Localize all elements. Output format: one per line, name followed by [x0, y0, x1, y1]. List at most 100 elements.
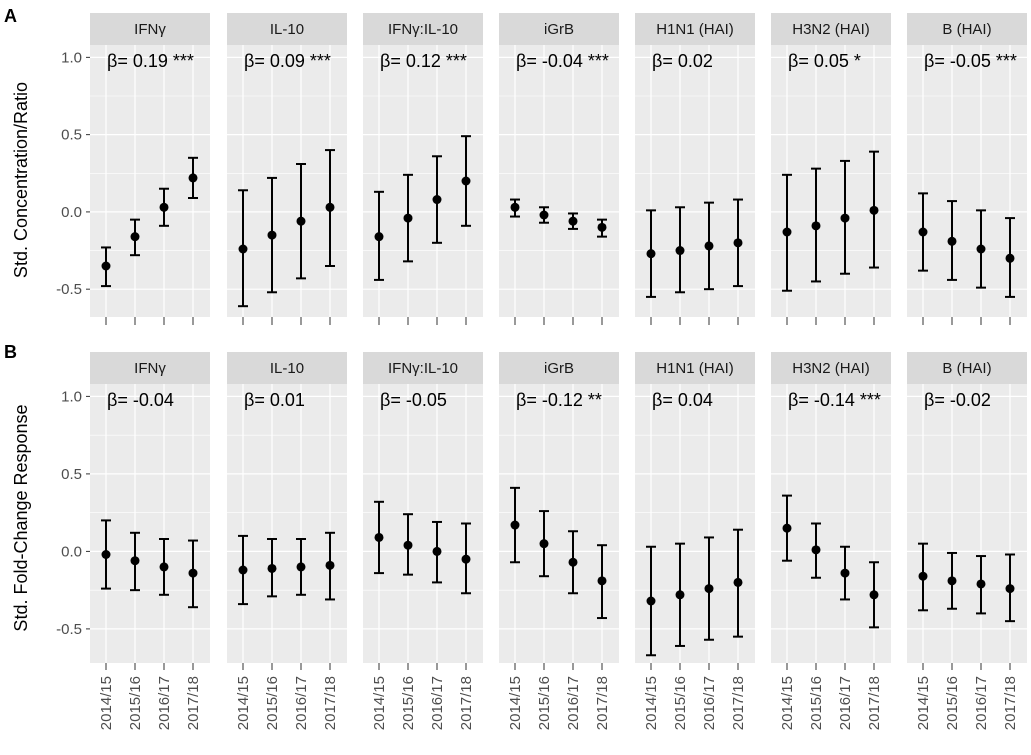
- facet-strip: [907, 352, 1027, 384]
- data-point: [597, 222, 607, 232]
- data-point: [188, 173, 198, 183]
- facet-panel: IFNγ β= 0.19 ***: [90, 13, 210, 325]
- beta-annotation: β= -0.02: [924, 390, 991, 410]
- facet-panel: iGrB β= -0.04 ***: [499, 13, 619, 325]
- data-point: [675, 590, 685, 600]
- facet-strip: [499, 13, 619, 45]
- x-tick-label: 2017/18: [185, 676, 202, 730]
- facet-strip: [227, 13, 347, 45]
- panel-background: [227, 384, 347, 663]
- x-tick-label: 2017/18: [730, 676, 747, 730]
- facet-strip-label: H1N1 (HAI): [656, 360, 734, 377]
- data-point: [840, 568, 850, 578]
- data-point: [461, 554, 471, 564]
- data-point: [918, 571, 928, 581]
- facet-strip-label: H3N2 (HAI): [792, 21, 870, 38]
- facet-strip: [771, 352, 891, 384]
- data-point: [403, 540, 413, 550]
- facet-strip: [363, 13, 483, 45]
- data-point: [296, 562, 306, 572]
- data-point: [510, 202, 520, 212]
- facet-strip-label: H1N1 (HAI): [656, 21, 734, 38]
- data-point: [432, 546, 442, 556]
- facet-strip: [907, 13, 1027, 45]
- x-tick-label: 2015/16: [672, 676, 689, 730]
- panel-background: [771, 45, 891, 317]
- data-point: [461, 176, 471, 186]
- data-point: [947, 576, 957, 586]
- beta-annotation: β= 0.02: [652, 51, 713, 71]
- facet-panel: IL-10 β= 0.01 2014/15 2015/16 2016/17 2017/18: [227, 352, 347, 730]
- facet-panel: IFNγ:IL-10 β= 0.12 ***: [363, 13, 483, 325]
- facet-strip-label: IFNγ:IL-10: [388, 360, 458, 377]
- data-point: [539, 210, 549, 220]
- facet-strip-label: B (HAI): [942, 21, 991, 38]
- data-point: [782, 523, 792, 533]
- data-point: [130, 556, 140, 566]
- data-point: [675, 246, 685, 256]
- panel-background: [907, 384, 1027, 663]
- data-point: [238, 244, 248, 254]
- facet-panel: B (HAI) β= -0.05 ***: [907, 13, 1027, 325]
- facet-strip: [90, 352, 210, 384]
- data-point: [159, 562, 169, 572]
- x-tick-label: 2016/17: [293, 676, 310, 730]
- y-tick-label: 0.0: [61, 543, 82, 560]
- data-point: [568, 216, 578, 226]
- facet-panel: H3N2 (HAI) β= 0.05 *: [771, 13, 891, 325]
- beta-annotation: β= 0.04: [652, 390, 713, 410]
- data-point: [403, 213, 413, 223]
- data-point: [101, 550, 111, 559]
- data-point: [840, 213, 850, 223]
- facet-strip-label: IFNγ:IL-10: [388, 21, 458, 38]
- data-point: [510, 520, 520, 530]
- data-point: [325, 202, 335, 212]
- data-point: [432, 195, 442, 205]
- facet-strip-label: iGrB: [544, 21, 574, 38]
- y-tick-label: -0.5: [56, 621, 82, 638]
- data-point: [101, 261, 111, 271]
- facet-panel: H3N2 (HAI) β= -0.14 *** 2014/15 2015/16 2016…: [771, 352, 891, 730]
- facet-panel: H1N1 (HAI) β= 0.02: [635, 13, 755, 325]
- data-point: [704, 241, 714, 251]
- row-label-a: A: [4, 6, 17, 26]
- x-tick-label: 2014/15: [915, 676, 932, 730]
- facet-panel: H1N1 (HAI) β= 0.04 2014/15 2015/16 2016/17 20…: [635, 352, 755, 730]
- facet-strip-label: IFNγ: [134, 360, 166, 377]
- x-tick-label: 2014/15: [643, 676, 660, 730]
- beta-annotation: β= -0.04 ***: [516, 51, 609, 71]
- data-point: [267, 230, 277, 240]
- x-tick-label: 2016/17: [565, 676, 582, 730]
- panel-background: [771, 384, 891, 663]
- panel-background: [90, 384, 210, 663]
- data-point: [811, 545, 821, 555]
- panel-background: [499, 45, 619, 317]
- facet-strip-label: IL-10: [270, 360, 304, 377]
- row-a-y-axis-title: Std. Concentration/Ratio: [11, 82, 31, 278]
- x-tick-label: 2016/17: [701, 676, 718, 730]
- x-tick-label: 2015/16: [944, 676, 961, 730]
- beta-annotation: β= -0.12 **: [516, 390, 602, 410]
- panel-background: [907, 45, 1027, 317]
- data-point: [918, 227, 928, 237]
- facet-strip: [363, 352, 483, 384]
- beta-annotation: β= -0.05 ***: [924, 51, 1017, 71]
- data-point: [296, 216, 306, 226]
- data-point: [976, 244, 986, 254]
- data-point: [947, 236, 957, 246]
- beta-annotation: β= 0.12 ***: [380, 51, 467, 71]
- panel-background: [635, 384, 755, 663]
- row-b-y-axis-title: Std. Fold-Change Response: [11, 404, 31, 631]
- facet-strip: [227, 352, 347, 384]
- data-point: [325, 560, 335, 570]
- data-point: [159, 202, 169, 212]
- beta-annotation: β= -0.05: [380, 390, 447, 410]
- beta-annotation: β= 0.09 ***: [244, 51, 331, 71]
- facet-panel: IFNγ β= -0.04 2014/15 2015/16 2016/17 2017/18: [90, 352, 210, 730]
- facet-strip: [499, 352, 619, 384]
- x-tick-label: 2016/17: [837, 676, 854, 730]
- x-tick-label: 2017/18: [322, 676, 339, 730]
- data-point: [568, 557, 578, 567]
- x-tick-label: 2016/17: [429, 676, 446, 730]
